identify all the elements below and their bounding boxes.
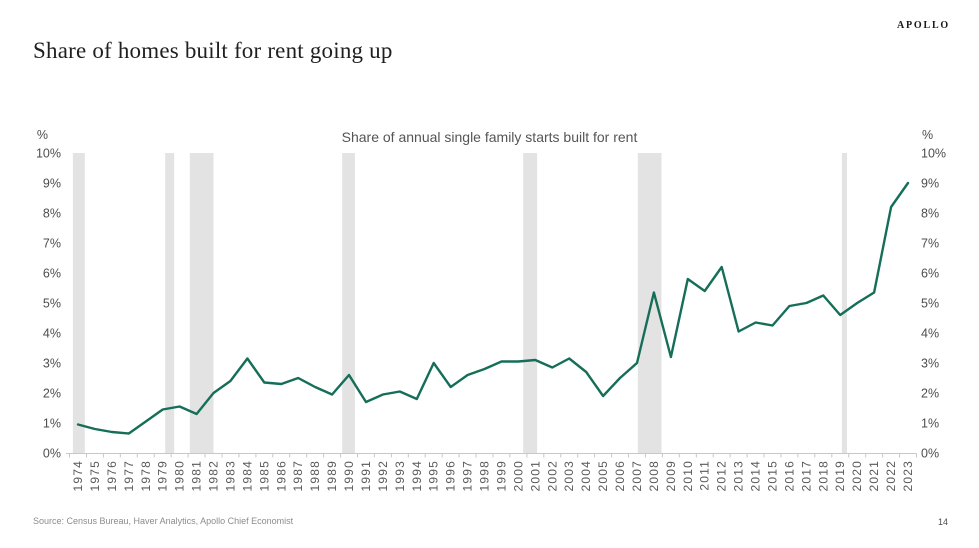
x-axis-year-label: 1974 — [71, 460, 85, 492]
x-axis-year-label: 1985 — [257, 460, 271, 492]
x-axis-year-label: 2004 — [579, 460, 593, 492]
trend-line — [76, 181, 910, 435]
y-axis-label-right: 4% — [921, 326, 939, 340]
x-axis-year-label: 2010 — [681, 460, 695, 492]
x-axis-year-label: 1978 — [139, 460, 153, 492]
y-axis-label-right: 6% — [921, 266, 939, 280]
y-axis-label-right: 5% — [921, 296, 939, 310]
x-axis-year-label: 1980 — [173, 460, 187, 492]
x-axis-year-label: 1990 — [342, 460, 356, 492]
x-axis-year-label: 1994 — [410, 460, 424, 492]
x-axis-year-label: 1989 — [325, 460, 339, 492]
y-axis-label-left: 8% — [43, 206, 61, 220]
y-axis-label-left: 10% — [36, 146, 61, 160]
x-axis-year-label: 1986 — [274, 460, 288, 492]
x-axis-year-label: 1976 — [105, 460, 119, 492]
x-axis-year-label: 1982 — [207, 460, 221, 492]
x-axis-year-label: 2016 — [782, 460, 796, 492]
x-axis-year-label: 2013 — [732, 460, 746, 492]
x-axis-year-label: 2019 — [833, 460, 847, 492]
y-axis-label-right: 0% — [921, 446, 939, 460]
x-axis-year-label: 1992 — [376, 460, 390, 492]
x-axis-year-label: 1977 — [122, 460, 136, 492]
x-axis-year-label: 1984 — [240, 460, 254, 492]
x-axis-year-label: 2011 — [698, 460, 712, 491]
x-axis-year-label: 2003 — [562, 460, 576, 492]
recession-band — [165, 153, 175, 453]
y-axis-label-left: 2% — [43, 386, 61, 400]
x-axis-year-label: 1991 — [359, 460, 373, 492]
y-axis-label-right: 9% — [921, 176, 939, 190]
x-axis-year-label: 1995 — [427, 460, 441, 492]
x-axis-year-label: 2007 — [630, 460, 644, 492]
y-axis-unit-right: % — [922, 128, 933, 142]
x-axis-year-label: 2001 — [528, 460, 542, 492]
x-axis-year-label: 1975 — [88, 460, 102, 492]
y-axis-label-left: 7% — [43, 236, 61, 250]
y-axis-label-left: 0% — [43, 446, 61, 460]
source-note: Source: Census Bureau, Haver Analytics, … — [33, 516, 294, 526]
x-axis-year-label: 1979 — [156, 460, 170, 492]
x-axis-year-label: 2005 — [596, 460, 610, 492]
y-axis-label-left: 6% — [43, 266, 61, 280]
x-axis-year-label: 2012 — [715, 460, 729, 492]
x-axis-year-label: 1981 — [190, 460, 204, 492]
y-axis-label-right: 2% — [921, 386, 939, 400]
recession-band — [523, 153, 538, 453]
x-axis-year-label: 2000 — [511, 460, 525, 492]
y-axis-label-right: 3% — [921, 356, 939, 370]
x-axis-year-label: 1993 — [393, 460, 407, 492]
x-axis-year-label: 1987 — [291, 460, 305, 492]
x-axis-year-label: 1997 — [461, 460, 475, 492]
x-axis-year-label: 2023 — [901, 460, 915, 492]
x-axis-year-label: 1983 — [223, 460, 237, 492]
y-axis-label-right: 7% — [921, 236, 939, 250]
x-axis-year-label: 2021 — [867, 460, 881, 492]
x-axis-year-label: 2018 — [816, 460, 830, 492]
recession-band — [189, 153, 214, 453]
y-axis-label-right: 8% — [921, 206, 939, 220]
slide-title: Share of homes built for rent going up — [33, 38, 393, 63]
y-axis-label-left: 4% — [43, 326, 61, 340]
page-number: 14 — [937, 517, 948, 527]
x-axis-year-label: 2008 — [647, 460, 661, 492]
x-axis-year-label: 2022 — [884, 460, 898, 492]
apollo-logo: APOLLO — [896, 20, 950, 31]
y-axis-label-left: 9% — [43, 176, 61, 190]
x-axis-year-label: 2015 — [766, 460, 780, 492]
y-axis-label-right: 10% — [921, 146, 946, 160]
y-axis-label-left: 3% — [43, 356, 61, 370]
chart-title: Share of annual single family starts bui… — [341, 129, 638, 145]
recession-band — [637, 153, 662, 453]
x-axis-year-label: 1988 — [308, 460, 322, 492]
y-axis-unit-left: % — [37, 128, 48, 142]
x-axis-year-label: 1998 — [478, 460, 492, 492]
x-axis-year-label: 2009 — [664, 460, 678, 492]
x-axis-year-label: 1996 — [444, 460, 458, 492]
x-axis-year-label: 2020 — [850, 460, 864, 492]
y-axis-label-right: 1% — [921, 416, 939, 430]
x-axis-year-label: 2002 — [545, 460, 559, 492]
x-axis-year-label: 1999 — [495, 460, 509, 492]
recession-band — [841, 153, 847, 453]
x-axis-year-label: 2006 — [613, 460, 627, 492]
x-axis-year-label: 2014 — [749, 460, 763, 492]
y-axis-label-left: 1% — [43, 416, 61, 430]
recession-band — [342, 153, 355, 453]
x-axis-baseline — [66, 453, 917, 458]
x-axis-year-label: 2017 — [799, 460, 813, 492]
recession-band — [72, 153, 85, 453]
y-axis-label-left: 5% — [43, 296, 61, 310]
